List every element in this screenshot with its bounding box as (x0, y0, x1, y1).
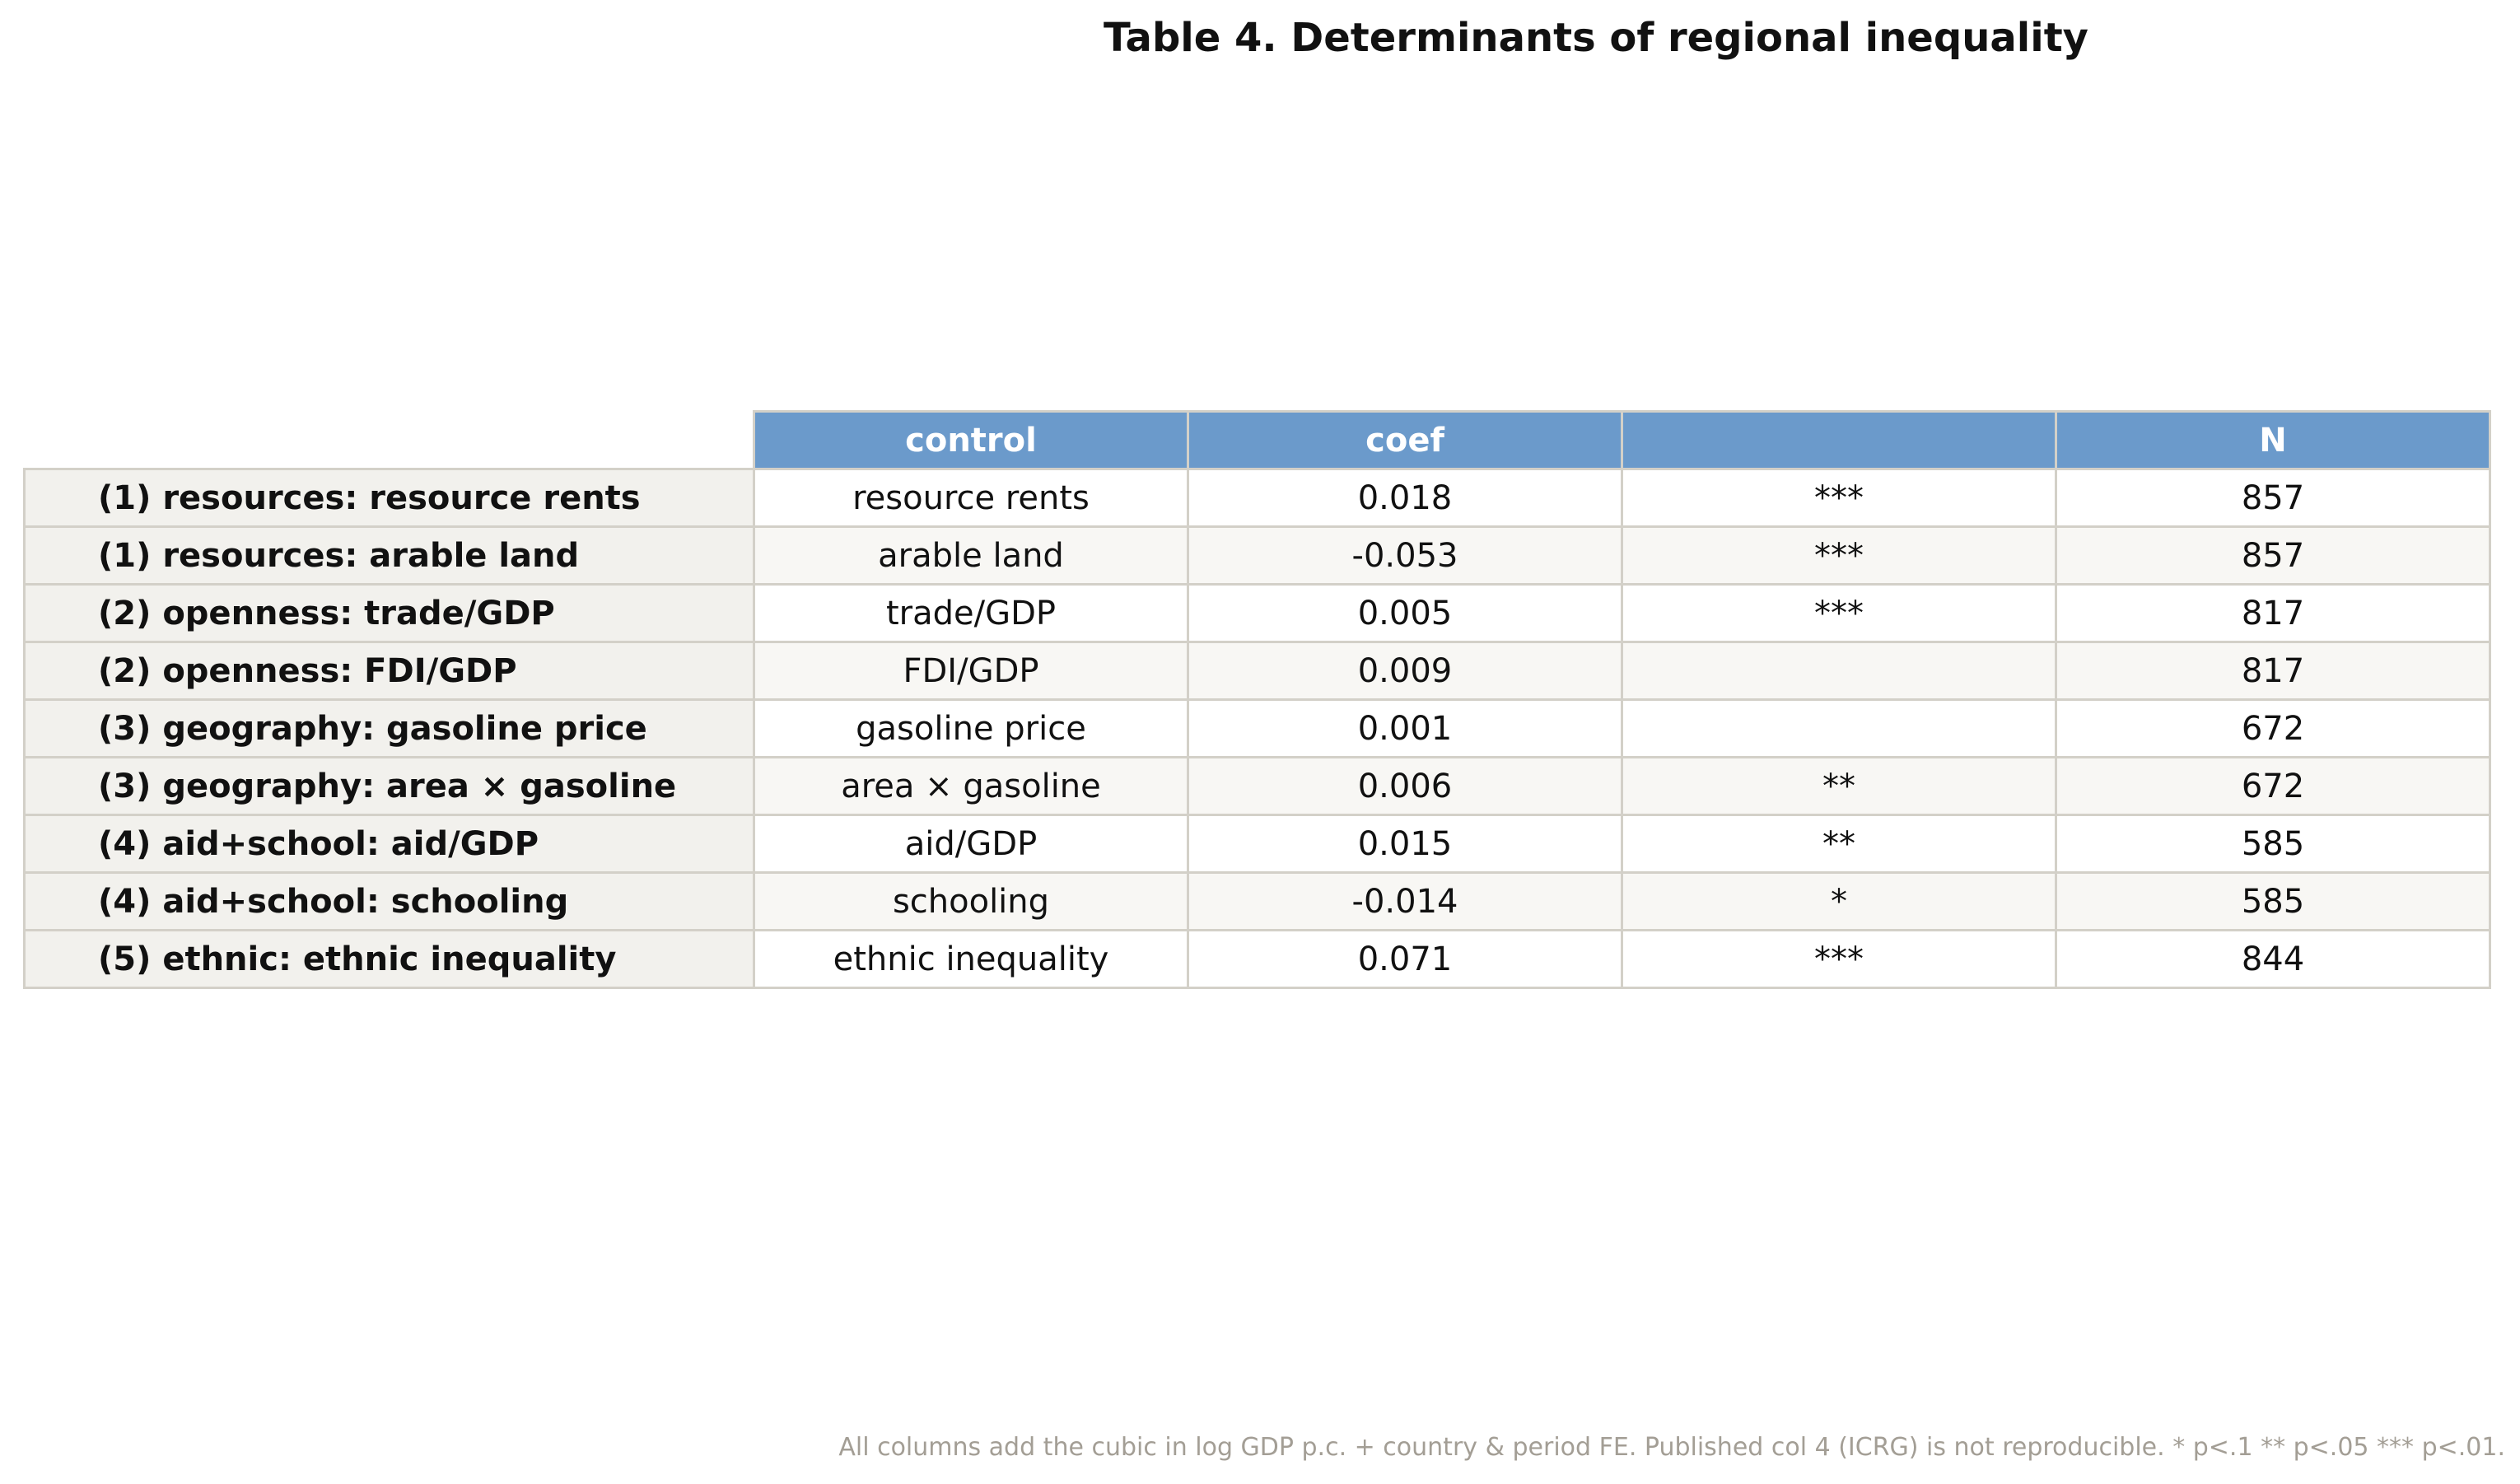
table-row: (4) aid+school: aid/GDP aid/GDP 0.015 ** 585 (23, 814, 2491, 874)
row-label: (4) aid+school: aid/GDP (23, 814, 755, 874)
table-row: (2) openness: trade/GDP trade/GDP 0.005 ***… (23, 583, 2491, 643)
table-row: (3) geography: gasoline price gasoline pr… (23, 698, 2491, 758)
row-label: (2) openness: FDI/GDP (23, 641, 755, 701)
table-row: (5) ethnic: ethnic inequality ethnic ineq… (23, 929, 2491, 989)
table-row: (2) openness: FDI/GDP FDI/GDP 0.009 817 (23, 641, 2491, 701)
row-label: (5) ethnic: ethnic inequality (23, 929, 755, 989)
cell-significance: * (1621, 871, 2057, 931)
row-label: (3) geography: gasoline price (23, 698, 755, 758)
column-header-significance (1621, 410, 2057, 470)
cell-control: ethnic inequality (753, 929, 1189, 989)
cell-coef: -0.053 (1187, 525, 1623, 586)
cell-significance: ** (1621, 814, 2057, 874)
cell-control: arable land (753, 525, 1189, 586)
cell-coef: 0.006 (1187, 756, 1623, 816)
cell-coef: 0.009 (1187, 641, 1623, 701)
cell-significance (1621, 641, 2057, 701)
cell-n: 585 (2055, 871, 2491, 931)
cell-n: 817 (2055, 583, 2491, 643)
cell-n: 672 (2055, 756, 2491, 816)
cell-significance: *** (1621, 929, 2057, 989)
cell-coef: -0.014 (1187, 871, 1623, 931)
cell-significance: *** (1621, 468, 2057, 528)
cell-n: 844 (2055, 929, 2491, 989)
cell-coef: 0.015 (1187, 814, 1623, 874)
row-label: (1) resources: arable land (23, 525, 755, 586)
table-title: Table 4. Determinants of regional inequa… (1104, 15, 2088, 61)
column-header-coef: coef (1187, 410, 1623, 470)
header-corner (25, 412, 754, 469)
table-row: (3) geography: area × gasoline area × gas… (23, 756, 2491, 816)
cell-significance: ** (1621, 756, 2057, 816)
table-footnote: All columns add the cubic in log GDP p.c… (838, 1433, 2505, 1462)
cell-control: aid/GDP (753, 814, 1189, 874)
cell-control: FDI/GDP (753, 641, 1189, 701)
row-label: (3) geography: area × gasoline (23, 756, 755, 816)
cell-n: 857 (2055, 525, 2491, 586)
table-row: (4) aid+school: schooling schooling -0.014… (23, 871, 2491, 931)
cell-coef: 0.001 (1187, 698, 1623, 758)
cell-significance: *** (1621, 583, 2057, 643)
column-header-n: N (2055, 410, 2491, 470)
row-label: (2) openness: trade/GDP (23, 583, 755, 643)
cell-control: gasoline price (753, 698, 1189, 758)
regression-table: control coef N (1) resources: resource r… (23, 410, 2491, 989)
cell-significance (1621, 698, 2057, 758)
row-label: (1) resources: resource rents (23, 468, 755, 528)
cell-n: 672 (2055, 698, 2491, 758)
cell-control: resource rents (753, 468, 1189, 528)
cell-control: area × gasoline (753, 756, 1189, 816)
cell-control: trade/GDP (753, 583, 1189, 643)
cell-control: schooling (753, 871, 1189, 931)
header-row: control coef N (25, 410, 2491, 470)
cell-n: 817 (2055, 641, 2491, 701)
cell-n: 857 (2055, 468, 2491, 528)
row-label: (4) aid+school: schooling (23, 871, 755, 931)
table-row: (1) resources: resource rents resource re… (23, 468, 2491, 528)
cell-n: 585 (2055, 814, 2491, 874)
column-header-control: control (753, 410, 1189, 470)
cell-coef: 0.071 (1187, 929, 1623, 989)
cell-coef: 0.005 (1187, 583, 1623, 643)
cell-coef: 0.018 (1187, 468, 1623, 528)
table-body: (1) resources: resource rents resource re… (23, 468, 2491, 989)
table-row: (1) resources: arable land arable land -0.… (23, 525, 2491, 586)
cell-significance: *** (1621, 525, 2057, 586)
